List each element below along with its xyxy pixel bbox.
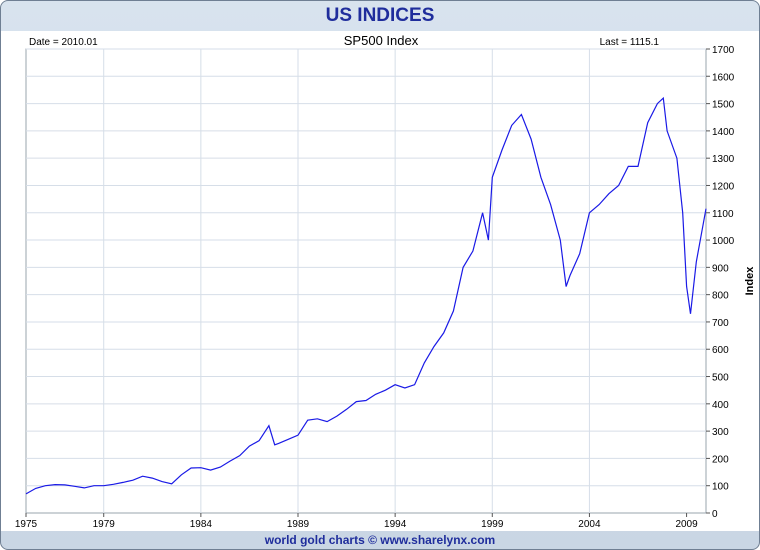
y-tick-label: 1500 xyxy=(712,100,735,111)
sp500-series-line xyxy=(25,96,707,495)
x-axis: 1975 1979 1984 1989 1994 1999 2004 2009 xyxy=(15,513,698,530)
footer-credit: world gold charts © www.sharelynx.com xyxy=(264,533,496,547)
x-tick-label: 2009 xyxy=(675,519,698,530)
page-title: US INDICES xyxy=(325,5,435,26)
x-tick-label: 2004 xyxy=(578,519,601,530)
y-tick-label: 1000 xyxy=(712,236,735,247)
y-tick-label: 400 xyxy=(712,400,729,411)
x-tick-label: 1975 xyxy=(15,519,38,530)
y-tick-label: 900 xyxy=(712,263,729,274)
y-tick-label: 1600 xyxy=(712,72,735,83)
last-label: Last = 1115.1 xyxy=(600,37,660,48)
y-tick-label: 1400 xyxy=(712,127,735,138)
chart-panel: 0 100 200 300 400 500 600 700 800 900 1000 1100 1200… xyxy=(1,31,759,531)
y-tick-label: 600 xyxy=(712,345,729,356)
x-tick-label: 1979 xyxy=(93,519,116,530)
y-tick-label: 0 xyxy=(712,509,718,520)
y-tick-label: 1700 xyxy=(712,45,735,56)
y-tick-label: 500 xyxy=(712,373,729,384)
y-tick-label: 1200 xyxy=(712,181,735,192)
y-tick-label: 300 xyxy=(712,427,729,438)
date-label: Date = 2010.01 xyxy=(29,37,98,48)
x-tick-label: 1989 xyxy=(287,519,310,530)
sp500-chart: 0 100 200 300 400 500 600 700 800 900 1000 1100 1200… xyxy=(15,33,756,530)
x-tick-label: 1994 xyxy=(384,519,407,530)
y-tick-label: 1100 xyxy=(712,209,734,220)
y-axis: 0 100 200 300 400 500 600 700 800 900 1000 1100 1200… xyxy=(706,45,735,520)
y-tick-label: 200 xyxy=(712,454,729,465)
grid xyxy=(26,48,706,513)
y-axis-label: Index xyxy=(744,266,756,296)
y-tick-label: 100 xyxy=(712,482,729,493)
x-tick-label: 1984 xyxy=(190,519,213,530)
y-tick-label: 800 xyxy=(712,291,729,302)
plot-area xyxy=(25,48,707,514)
y-tick-label: 1300 xyxy=(712,154,735,165)
x-tick-label: 1999 xyxy=(481,519,504,530)
chart-title: SP500 Index xyxy=(344,33,419,48)
y-tick-label: 700 xyxy=(712,318,729,329)
